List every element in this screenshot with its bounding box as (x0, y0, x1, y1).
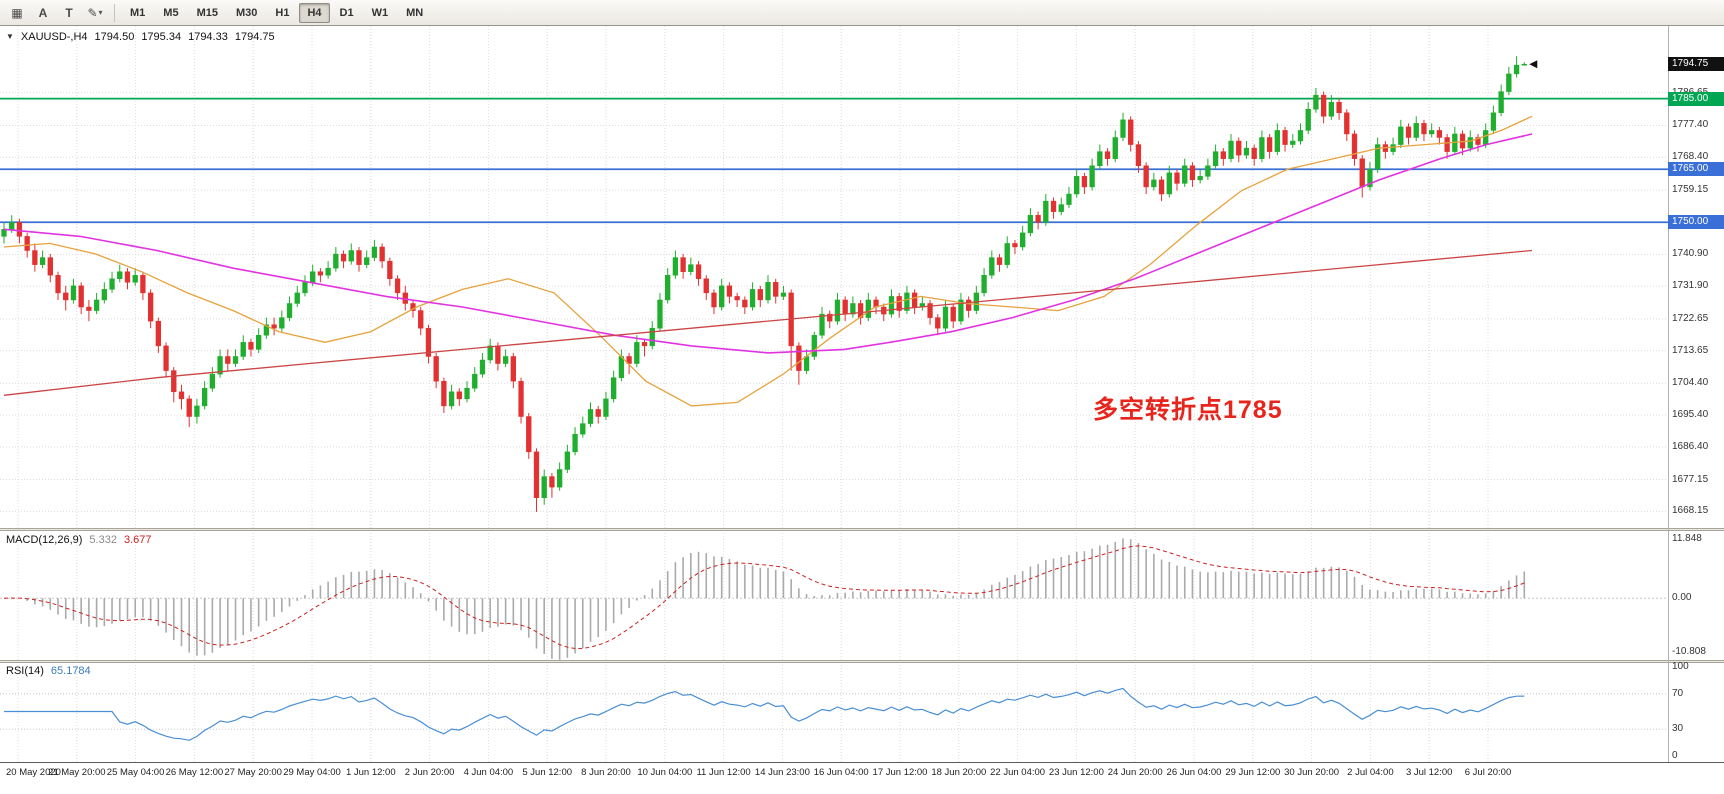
candles (1, 56, 1527, 512)
top-toolbar: ▦ A T ✎ ▾ M1 M5 M15 M30 H1 H4 D1 W1 MN (0, 0, 1724, 26)
panel-separators (0, 26, 1724, 763)
timeframe-m5[interactable]: M5 (163, 6, 179, 19)
level-lines (0, 97, 1668, 224)
ohlc-open: 1794.50 (94, 31, 135, 43)
timeframe-h1[interactable]: H1 (275, 6, 290, 19)
ohlc-high: 1795.34 (141, 31, 182, 43)
collapse-arrow-icon[interactable]: ▼ (6, 32, 14, 41)
timeframe-m15[interactable]: M15 (196, 6, 218, 19)
timeframe-m1[interactable]: M1 (130, 6, 146, 19)
ohlc-close: 1794.75 (234, 31, 275, 43)
timeframe-m30[interactable]: M30 (235, 6, 258, 19)
timeframe-toolbar: M1 M5 M15 M30 H1 H4 D1 W1 MN (121, 0, 432, 25)
toolbar-separator (114, 3, 115, 22)
ma-mid-magenta (3, 133, 1533, 354)
text-tool-icon[interactable]: T (65, 5, 73, 20)
shapes-tool-icon[interactable]: ✎ ▾ (87, 5, 103, 20)
chart-grid-tool-icon[interactable]: ▦ (11, 5, 23, 20)
timeframe-w1[interactable]: W1 (371, 6, 389, 19)
rsi-line (4, 687, 1525, 741)
panel-divider-main-macd[interactable] (0, 528, 1724, 531)
symbol-period-label: XAUUSD-,H4 (20, 31, 88, 43)
ohlc-low: 1794.33 (188, 31, 228, 43)
rsi-value: 65.1784 (50, 665, 91, 677)
drawing-tools-group: ▦ A T ✎ ▾ (4, 0, 108, 25)
rsi-name: RSI(14) (6, 665, 44, 677)
macd-histogram (10, 538, 1526, 660)
rsi-levels (0, 693, 1668, 730)
annotation-text[interactable]: 多空转折点1785 (1093, 396, 1283, 424)
chevron-down-icon: ▾ (98, 8, 103, 17)
panel-divider-macd-rsi[interactable] (0, 660, 1724, 663)
timeframe-d1[interactable]: D1 (339, 6, 354, 19)
macd-label: MACD(12,26,9) 5.332 3.677 (6, 534, 151, 546)
chart-title: ▼ XAUUSD-,H4 1794.50 1795.34 1794.33 179… (6, 31, 275, 43)
macd-name: MACD(12,26,9) (6, 534, 83, 546)
macd-signal-line (3, 545, 1525, 650)
arrow-tool-icon[interactable]: A (38, 5, 48, 20)
ma-fast-orange (3, 115, 1533, 407)
ma-slow-red (3, 249, 1533, 396)
grid-horizontal (0, 92, 1668, 512)
moving-averages (3, 115, 1533, 407)
current-price-marker (1529, 60, 1538, 69)
macd-value-signal: 3.677 (123, 534, 152, 546)
timeframe-mn[interactable]: MN (406, 6, 424, 19)
rsi-label: RSI(14) 65.1784 (6, 665, 91, 677)
macd-value-main: 5.332 (89, 534, 117, 546)
timeframe-h4[interactable]: H4 (299, 2, 330, 23)
